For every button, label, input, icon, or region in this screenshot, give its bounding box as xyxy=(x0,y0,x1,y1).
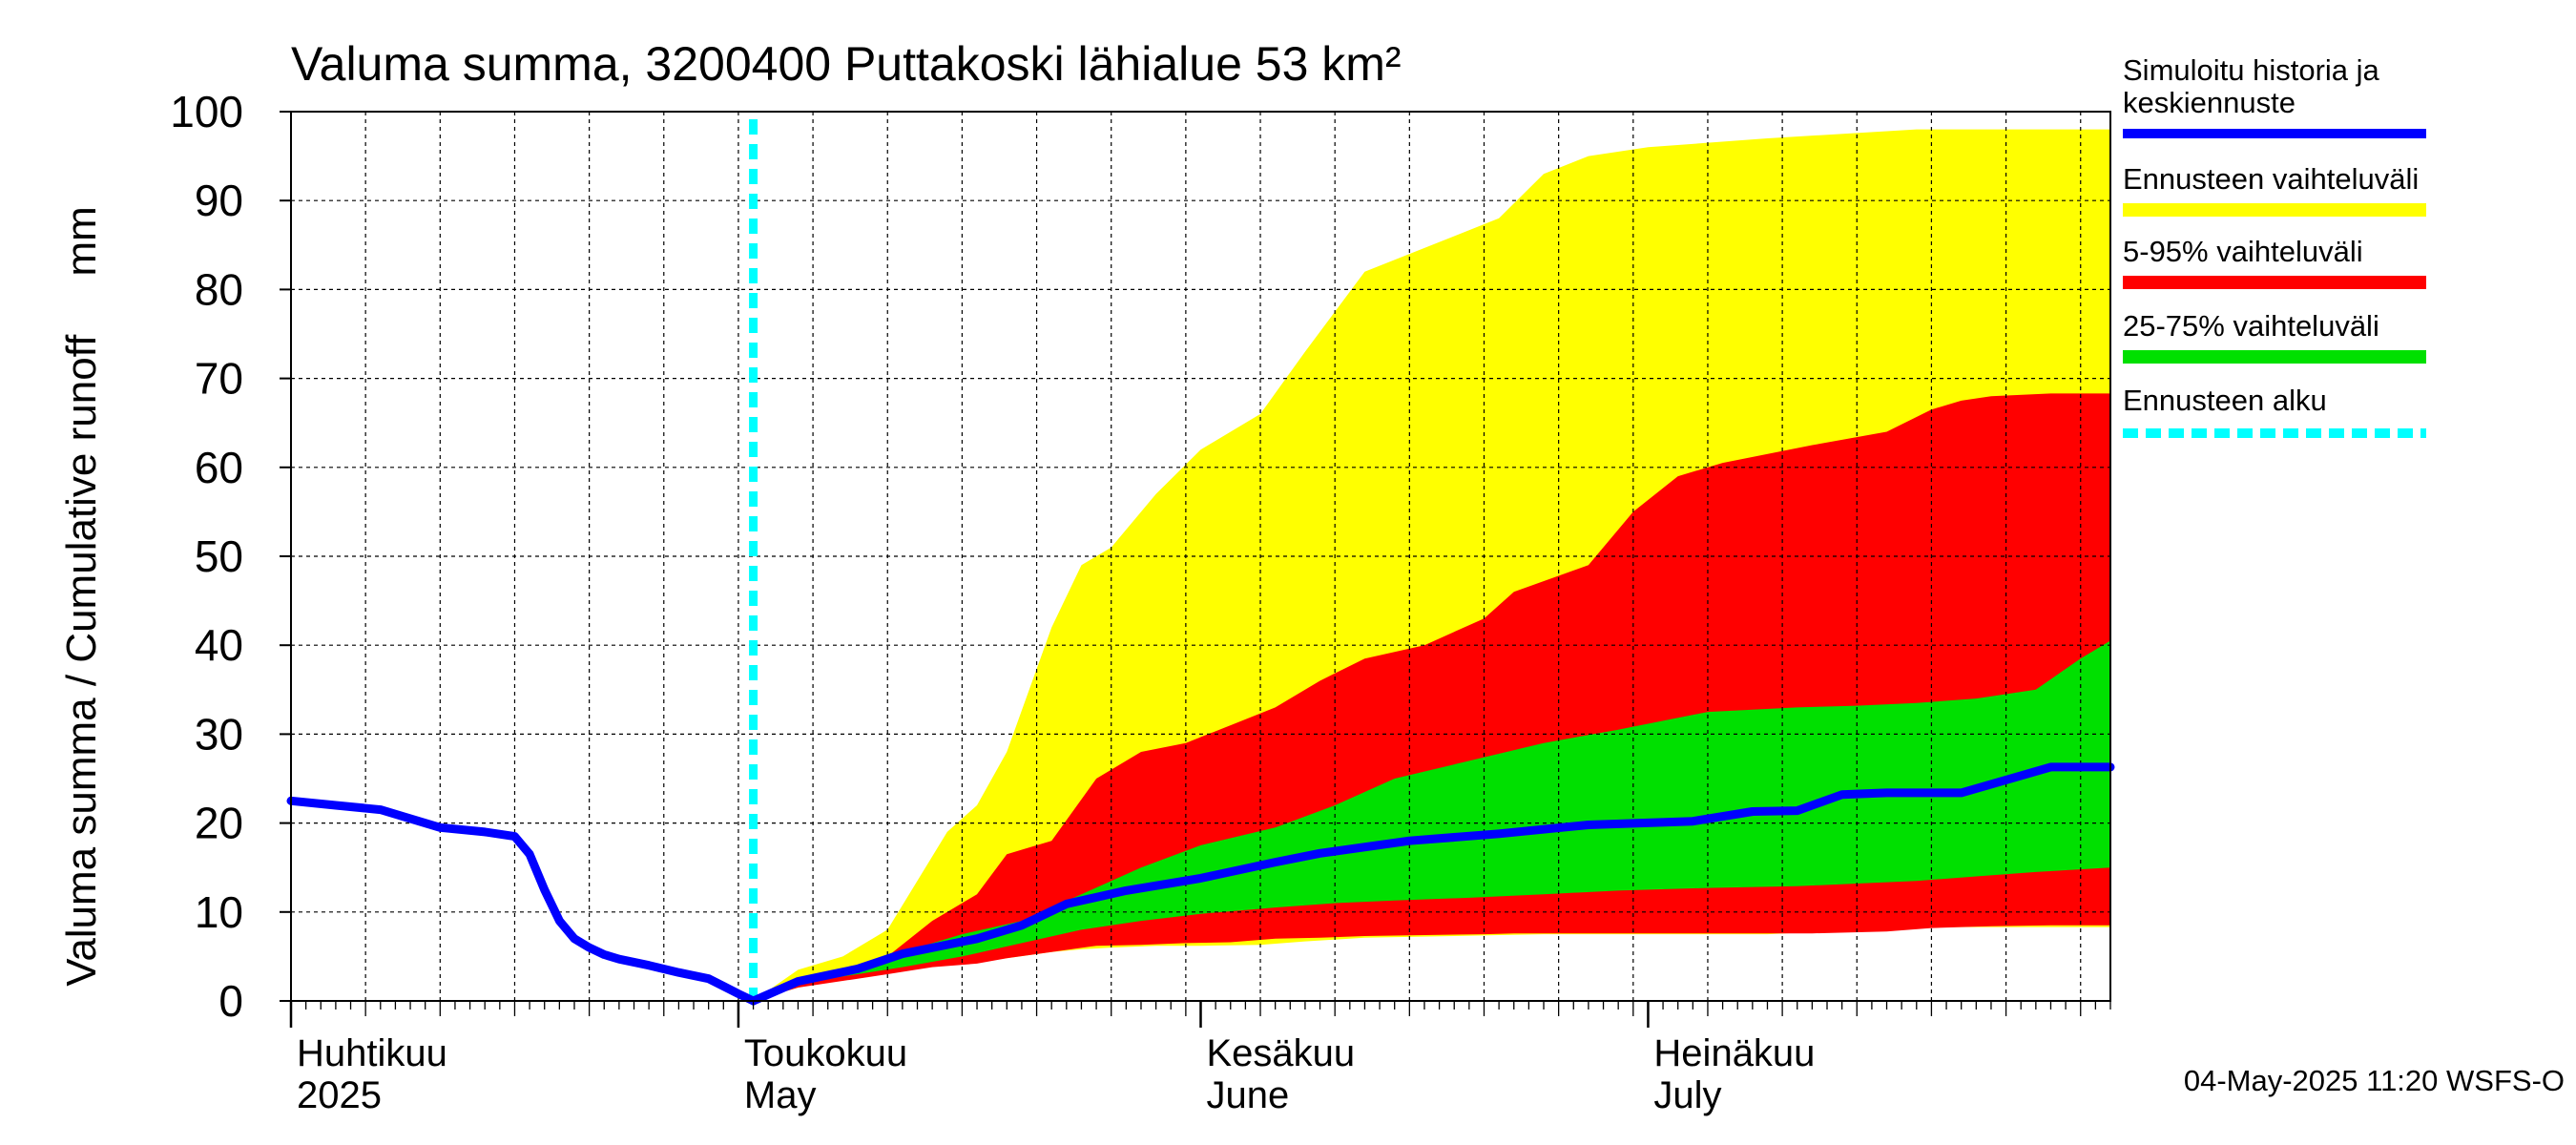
series-lines xyxy=(286,119,2115,1006)
y-axis-label: Valuma summa / Cumulative runoff mm xyxy=(58,206,105,987)
legend-label: Simuloitu historia ja xyxy=(2123,53,2380,87)
x-month-label: Kesäkuu xyxy=(1207,1032,1356,1074)
legend-label: 5-95% vaihteluväli xyxy=(2123,235,2363,268)
p25-p75-band xyxy=(753,640,2110,1001)
y-tick-label: 50 xyxy=(195,531,243,581)
x-month-label: Huhtikuu xyxy=(297,1032,447,1074)
x-month-sublabel: June xyxy=(1207,1074,1290,1116)
x-month-sublabel: July xyxy=(1653,1074,1721,1116)
y-tick-label: 60 xyxy=(195,443,243,492)
x-month-label: Toukokuu xyxy=(744,1032,907,1074)
y-tick-label: 40 xyxy=(195,620,243,670)
legend-label: Ennusteen vaihteluväli xyxy=(2123,162,2419,196)
y-tick-label: 80 xyxy=(195,264,243,314)
y-tick-label: 100 xyxy=(170,87,243,136)
timestamp: 04-May-2025 11:20 WSFS-O xyxy=(2184,1064,2565,1097)
y-tick-label: 10 xyxy=(195,887,243,937)
forecast-bands xyxy=(753,129,2110,1002)
legend-label: keskiennuste xyxy=(2123,86,2296,119)
y-axis-ticks: 0 10 20 30 40 50 60 70 80 90 100 xyxy=(170,87,291,1026)
y-tick-label: 20 xyxy=(195,799,243,848)
x-month-label: Heinäkuu xyxy=(1653,1032,1815,1074)
history-line xyxy=(286,796,758,1006)
chart-title: Valuma summa, 3200400 Puttakoski lähialu… xyxy=(291,37,1402,91)
x-month-sublabel: 2025 xyxy=(297,1074,382,1116)
y-tick-label: 30 xyxy=(195,709,243,759)
x-month-sublabel: May xyxy=(744,1074,817,1116)
median-forecast-line xyxy=(749,762,2115,1006)
legend-label: 25-75% vaihteluväli xyxy=(2123,309,2379,343)
y-tick-label: 70 xyxy=(195,354,243,404)
y-tick-label: 90 xyxy=(195,176,243,225)
legend-label: Ennusteen alku xyxy=(2123,384,2327,417)
y-tick-label: 0 xyxy=(218,976,243,1026)
grid-lines xyxy=(291,112,2110,1001)
